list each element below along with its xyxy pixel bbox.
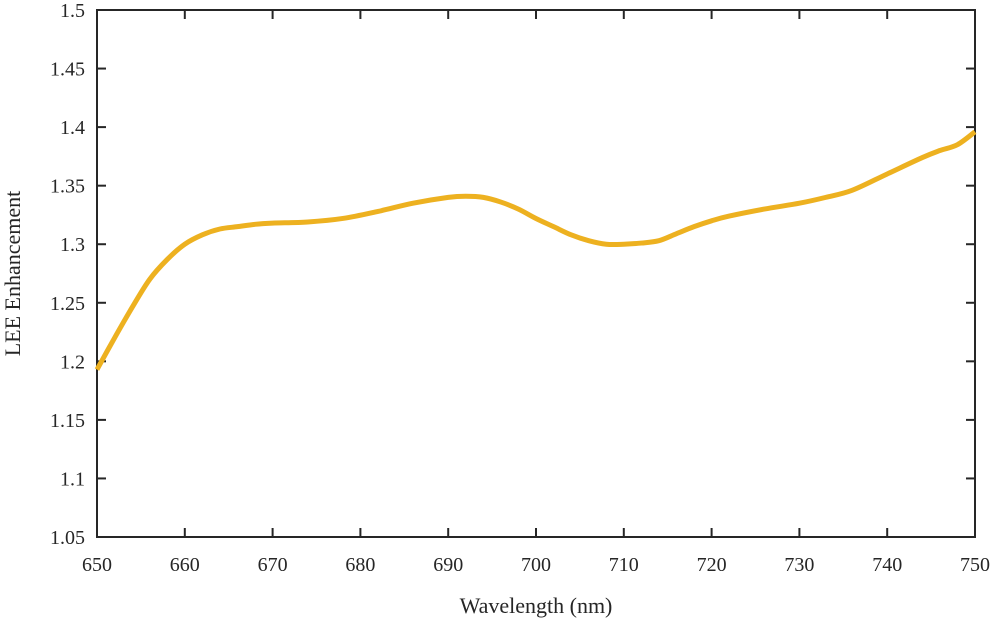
series-layer — [94, 129, 977, 371]
x-tick-label: 730 — [784, 554, 814, 576]
y-tick-label: 1.1 — [60, 468, 85, 490]
x-tick-label: 740 — [872, 554, 902, 576]
axes — [96, 9, 976, 538]
x-tick-label: 690 — [433, 554, 463, 576]
x-tick-label: 710 — [609, 554, 639, 576]
x-tick-label: 670 — [258, 554, 288, 576]
series-line — [94, 129, 977, 371]
y-tick-label: 1.35 — [50, 176, 85, 198]
plot-frame — [96, 9, 976, 538]
y-tick-label: 1.25 — [50, 293, 85, 315]
y-tick-label: 1.2 — [60, 351, 85, 373]
y-axis-label: LEE Enhancement — [0, 191, 25, 357]
x-tick-label: 660 — [170, 554, 200, 576]
tick-labels: 650 660 670 680 690 700 710 720 730 740 750 1.05 1.1… — [50, 0, 990, 576]
x-tick-label: 680 — [345, 554, 375, 576]
x-axis-label: Wavelength (nm) — [460, 593, 613, 618]
y-tick-label: 1.4 — [60, 117, 85, 139]
y-tick-label: 1.15 — [50, 410, 85, 432]
x-tick-label: 700 — [521, 554, 551, 576]
y-tick-label: 1.45 — [50, 59, 85, 81]
x-tick-label: 750 — [960, 554, 990, 576]
x-tick-label: 720 — [697, 554, 727, 576]
y-tick-label: 1.05 — [50, 527, 85, 549]
y-tick-label: 1.5 — [60, 0, 85, 22]
x-tick-label: 650 — [82, 554, 112, 576]
y-tick-label: 1.3 — [60, 234, 85, 256]
